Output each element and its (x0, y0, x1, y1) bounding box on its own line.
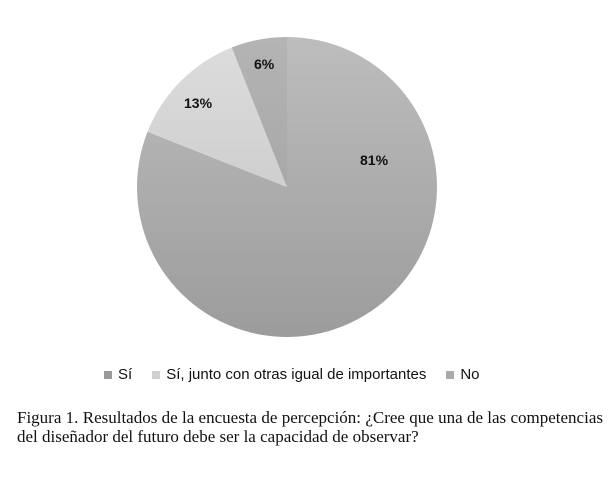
pie-svg (137, 37, 437, 337)
legend-label-si-junto: Sí, junto con otras igual de importantes (166, 366, 427, 383)
legend-item-si-junto: Sí, junto con otras igual de importantes (152, 366, 426, 383)
legend-label-no: No (460, 366, 480, 383)
legend-swatch-no (446, 370, 455, 379)
slice-label-no: 6% (254, 56, 275, 72)
legend-label-si: Sí (118, 366, 133, 383)
slice-label-si-junto: 13% (184, 95, 213, 111)
figure-caption: Figura 1. Resultados de la encuesta de p… (17, 408, 603, 446)
legend-swatch-si (104, 370, 112, 379)
legend-swatch-si-junto (152, 370, 161, 379)
chart-legend: Sí Sí, junto con otras igual de importan… (104, 366, 500, 383)
pie-slices (137, 37, 437, 337)
slice-label-si: 81% (360, 152, 389, 168)
pie-slice-si-junto (147, 47, 287, 188)
legend-item-no: No (446, 366, 480, 383)
pie-chart: 81% 13% 6% (137, 37, 437, 337)
pie-slice-no (231, 37, 287, 187)
legend-item-si: Sí (104, 366, 132, 383)
